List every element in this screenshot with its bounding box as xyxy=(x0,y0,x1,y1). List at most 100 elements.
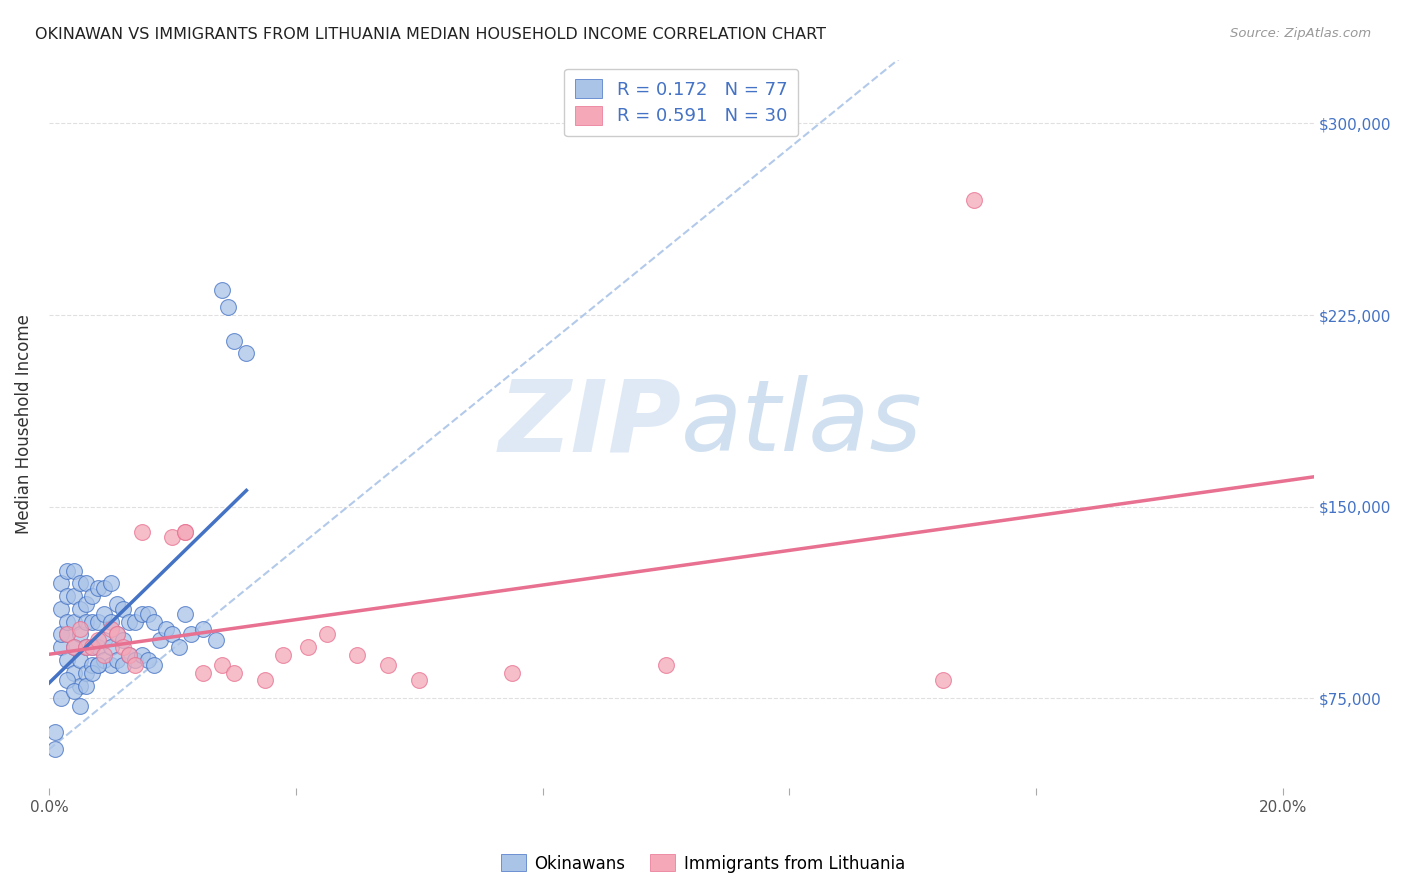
Point xyxy=(51,627,73,641)
Point xyxy=(118,648,141,662)
Point xyxy=(51,576,73,591)
Point xyxy=(180,627,202,641)
Point xyxy=(51,602,73,616)
Point xyxy=(87,615,110,629)
Point xyxy=(932,673,955,688)
Point xyxy=(56,589,79,603)
Point xyxy=(111,632,134,647)
Point xyxy=(62,640,84,655)
Point xyxy=(62,665,84,680)
Point xyxy=(167,640,190,655)
Point xyxy=(136,607,159,621)
Point xyxy=(100,576,122,591)
Point xyxy=(82,589,104,603)
Point xyxy=(87,658,110,673)
Point xyxy=(111,640,134,655)
Point xyxy=(105,627,128,641)
Point xyxy=(162,530,184,544)
Point xyxy=(173,525,195,540)
Point xyxy=(124,658,146,673)
Point xyxy=(87,632,110,647)
Point xyxy=(253,673,276,688)
Point xyxy=(93,653,115,667)
Point xyxy=(82,615,104,629)
Point xyxy=(346,648,368,662)
Point xyxy=(173,607,195,621)
Point xyxy=(93,632,115,647)
Point xyxy=(56,627,79,641)
Point xyxy=(75,665,97,680)
Point xyxy=(75,576,97,591)
Point xyxy=(235,346,257,360)
Point xyxy=(82,640,104,655)
Point xyxy=(69,679,91,693)
Point xyxy=(62,683,84,698)
Point xyxy=(211,283,233,297)
Point xyxy=(75,679,97,693)
Point xyxy=(62,564,84,578)
Legend: Okinawans, Immigrants from Lithuania: Okinawans, Immigrants from Lithuania xyxy=(495,847,911,880)
Point xyxy=(124,615,146,629)
Point xyxy=(408,673,430,688)
Point xyxy=(149,632,172,647)
Point xyxy=(62,640,84,655)
Point xyxy=(75,640,97,655)
Point xyxy=(100,640,122,655)
Point xyxy=(655,658,678,673)
Point xyxy=(82,665,104,680)
Point xyxy=(162,627,184,641)
Point xyxy=(105,627,128,641)
Point xyxy=(105,653,128,667)
Point xyxy=(56,653,79,667)
Point xyxy=(273,648,295,662)
Point xyxy=(62,589,84,603)
Point xyxy=(297,640,319,655)
Point xyxy=(82,640,104,655)
Point xyxy=(87,640,110,655)
Point xyxy=(69,653,91,667)
Point xyxy=(75,640,97,655)
Legend: R = 0.172   N = 77, R = 0.591   N = 30: R = 0.172 N = 77, R = 0.591 N = 30 xyxy=(564,69,799,136)
Point xyxy=(87,658,110,673)
Point xyxy=(131,648,153,662)
Point xyxy=(111,658,134,673)
Point xyxy=(142,615,165,629)
Point xyxy=(111,602,134,616)
Point xyxy=(93,648,115,662)
Point xyxy=(93,607,115,621)
Point xyxy=(93,582,115,596)
Point xyxy=(118,615,141,629)
Point xyxy=(69,602,91,616)
Point xyxy=(222,665,245,680)
Point xyxy=(377,658,399,673)
Point xyxy=(44,724,66,739)
Point xyxy=(222,334,245,348)
Point xyxy=(173,525,195,540)
Point xyxy=(193,623,215,637)
Point xyxy=(51,640,73,655)
Point xyxy=(44,742,66,756)
Point xyxy=(82,658,104,673)
Point xyxy=(131,525,153,540)
Point xyxy=(87,582,110,596)
Point xyxy=(124,653,146,667)
Point xyxy=(315,627,337,641)
Point xyxy=(963,193,986,207)
Point xyxy=(100,658,122,673)
Point xyxy=(155,623,177,637)
Point xyxy=(62,615,84,629)
Text: ZIP: ZIP xyxy=(498,376,682,472)
Text: atlas: atlas xyxy=(682,376,922,472)
Text: OKINAWAN VS IMMIGRANTS FROM LITHUANIA MEDIAN HOUSEHOLD INCOME CORRELATION CHART: OKINAWAN VS IMMIGRANTS FROM LITHUANIA ME… xyxy=(35,27,827,42)
Point xyxy=(56,627,79,641)
Point xyxy=(100,615,122,629)
Point xyxy=(105,597,128,611)
Point xyxy=(204,632,226,647)
Y-axis label: Median Household Income: Median Household Income xyxy=(15,314,32,533)
Point xyxy=(69,623,91,637)
Point xyxy=(100,623,122,637)
Text: Source: ZipAtlas.com: Source: ZipAtlas.com xyxy=(1230,27,1371,40)
Point xyxy=(211,658,233,673)
Point xyxy=(136,653,159,667)
Point xyxy=(193,665,215,680)
